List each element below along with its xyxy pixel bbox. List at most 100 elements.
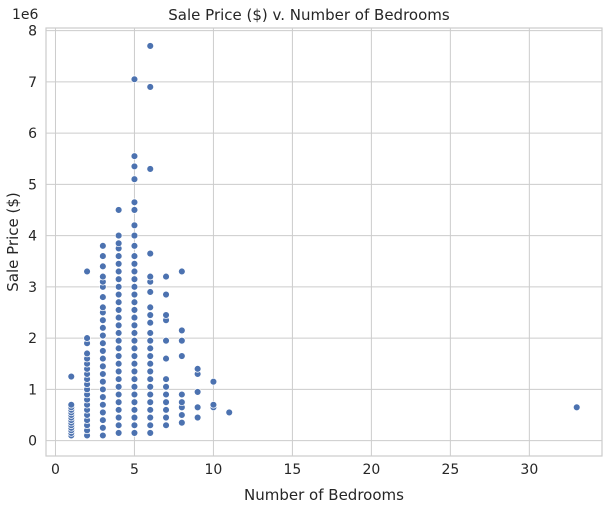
data-point <box>130 429 139 437</box>
x-tick-label: 15 <box>283 462 301 478</box>
data-point <box>99 408 107 417</box>
data-point <box>99 316 107 324</box>
data-point <box>114 390 123 399</box>
data-point <box>130 413 139 422</box>
data-point <box>162 336 170 345</box>
data-point <box>130 398 139 406</box>
data-point <box>130 298 139 306</box>
y-tick-label: 1 <box>28 382 37 398</box>
y-gridlines <box>46 30 602 442</box>
data-point <box>146 303 155 312</box>
data-point <box>99 424 107 432</box>
data-point <box>114 313 123 322</box>
data-point <box>99 416 107 424</box>
data-point <box>146 421 155 429</box>
data-point <box>178 390 186 399</box>
data-point <box>130 383 139 391</box>
data-point <box>130 367 139 376</box>
data-point <box>225 408 233 417</box>
data-point <box>146 406 155 414</box>
data-point <box>193 365 202 373</box>
data-point <box>114 321 123 330</box>
data-point <box>130 162 139 171</box>
data-point <box>114 344 123 353</box>
data-point <box>209 400 218 409</box>
data-point <box>114 421 123 429</box>
data-point <box>178 352 186 360</box>
data-point <box>162 375 170 383</box>
data-point <box>162 406 170 414</box>
data-point <box>162 290 170 299</box>
data-point <box>114 283 123 291</box>
data-point <box>67 400 76 409</box>
data-point <box>146 398 155 406</box>
data-point <box>99 272 107 281</box>
data-point <box>83 267 91 276</box>
data-point <box>130 231 139 240</box>
data-point <box>99 339 107 347</box>
data-point <box>162 383 170 391</box>
data-point <box>114 239 123 248</box>
data-point <box>130 275 139 283</box>
data-point <box>114 359 123 368</box>
data-point <box>99 252 107 260</box>
data-point <box>130 406 139 414</box>
x-tick-label: 0 <box>51 462 60 478</box>
data-point <box>146 336 155 345</box>
data-point <box>99 431 107 440</box>
x-tick-label: 25 <box>441 462 459 478</box>
data-point <box>178 411 186 419</box>
data-point <box>193 403 202 412</box>
data-point <box>130 344 139 353</box>
y-tick-label: 5 <box>28 177 37 193</box>
data-point <box>146 318 155 327</box>
data-point <box>130 242 139 250</box>
data-point <box>130 260 139 268</box>
data-point <box>83 334 91 342</box>
data-point <box>114 329 123 337</box>
data-point <box>572 403 581 412</box>
data-point <box>146 165 155 173</box>
data-point <box>67 372 76 381</box>
data-point <box>99 400 107 409</box>
data-point <box>114 298 123 306</box>
data-point <box>99 324 107 332</box>
data-point <box>99 303 107 312</box>
data-point <box>83 349 91 358</box>
data-point <box>130 198 139 207</box>
data-point <box>99 362 107 371</box>
data-point <box>209 377 218 386</box>
data-point <box>162 413 170 422</box>
data-point <box>114 260 123 268</box>
data-point <box>162 421 170 429</box>
x-gridlines <box>54 28 530 456</box>
data-point <box>99 293 107 301</box>
data-point <box>146 329 155 337</box>
data-point <box>146 249 155 258</box>
y-tick-label: 7 <box>28 75 37 91</box>
data-point <box>114 383 123 391</box>
data-point <box>162 390 170 399</box>
x-tick-label: 5 <box>130 462 139 478</box>
y-offset-label: 1e6 <box>12 7 39 23</box>
data-point <box>146 288 155 296</box>
data-point <box>114 275 123 283</box>
data-point <box>146 383 155 391</box>
data-point <box>114 231 123 240</box>
x-tick-labels: 0 5 10 15 20 25 30 <box>51 462 538 478</box>
data-point <box>146 359 155 368</box>
data-point <box>130 175 139 183</box>
data-point <box>114 375 123 383</box>
data-point <box>130 306 139 314</box>
data-point <box>130 336 139 345</box>
data-point <box>162 354 170 363</box>
x-tick-label: 30 <box>520 462 538 478</box>
data-point <box>178 418 186 427</box>
data-point <box>130 421 139 429</box>
data-points <box>67 42 581 440</box>
data-point <box>114 290 123 299</box>
data-point <box>162 272 170 281</box>
data-point <box>178 326 186 335</box>
data-point <box>99 347 107 355</box>
